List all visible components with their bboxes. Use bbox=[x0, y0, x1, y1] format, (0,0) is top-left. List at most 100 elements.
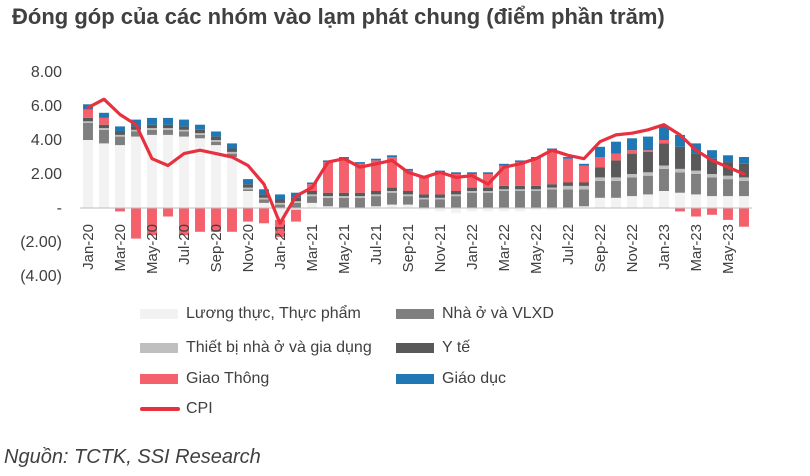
bar-segment bbox=[355, 163, 365, 193]
bar-segment bbox=[243, 179, 253, 185]
bar-segment bbox=[323, 192, 333, 197]
bar-segment bbox=[739, 163, 749, 178]
bar-segment bbox=[83, 117, 93, 122]
bar-segment bbox=[99, 128, 109, 130]
bar-segment bbox=[307, 196, 317, 203]
bar-segment bbox=[531, 191, 541, 208]
bar-segment bbox=[163, 124, 173, 129]
legend-label: Giao Thông bbox=[186, 370, 270, 387]
bar-segment bbox=[739, 180, 749, 197]
bar-segment bbox=[627, 138, 637, 151]
bar-segment bbox=[227, 157, 237, 208]
bar-segment bbox=[467, 174, 477, 188]
bar-segment bbox=[115, 145, 125, 208]
x-tick-label: Jan-22 bbox=[464, 224, 481, 270]
bar-segment bbox=[147, 117, 157, 125]
bar-segment bbox=[195, 134, 205, 139]
bar-segment bbox=[211, 136, 221, 140]
bar-segment bbox=[99, 112, 109, 118]
y-tick-label: 4.00 bbox=[31, 132, 62, 149]
bar-segment bbox=[611, 180, 621, 198]
legend-label: Thiết bị nhà ở và gia dụng bbox=[186, 339, 372, 356]
bar-segment bbox=[643, 175, 653, 195]
bar-segment bbox=[707, 196, 717, 208]
bar-segment bbox=[339, 196, 349, 198]
bar-segment bbox=[387, 191, 397, 193]
bar-segment bbox=[131, 208, 141, 239]
bar-segment bbox=[243, 208, 253, 222]
bar-segment bbox=[307, 194, 317, 197]
y-tick-label: 8.00 bbox=[31, 64, 62, 81]
bar-segment bbox=[611, 141, 621, 154]
bar-segment bbox=[99, 117, 109, 125]
bar-segment bbox=[451, 191, 461, 195]
bar-segment bbox=[659, 126, 669, 140]
legend-swatch bbox=[396, 343, 434, 353]
bar-segment bbox=[323, 206, 333, 208]
bar-segment bbox=[275, 199, 285, 203]
bar-segment bbox=[179, 131, 189, 137]
bar-segment bbox=[563, 185, 573, 190]
bar-segment bbox=[595, 197, 605, 208]
bar-segment bbox=[179, 126, 189, 130]
bar-segment bbox=[483, 192, 493, 208]
bar-segment bbox=[435, 194, 445, 198]
bar-segment bbox=[675, 134, 685, 147]
legend-swatch bbox=[140, 343, 178, 353]
bar-segment bbox=[419, 208, 429, 210]
bar-segment bbox=[99, 124, 109, 129]
x-tick-label: May-22 bbox=[528, 224, 545, 274]
x-tick-label: Mar-21 bbox=[304, 224, 321, 272]
y-axis-ticks: 8.00 6.00 4.00 2.00 - (2.00) (4.00) bbox=[20, 64, 62, 285]
bar-segment bbox=[259, 208, 269, 224]
bar-segment bbox=[451, 196, 461, 208]
bar-segment bbox=[115, 134, 125, 137]
bar-segment bbox=[371, 191, 381, 195]
bar-segment bbox=[547, 187, 557, 190]
bar-segment bbox=[259, 189, 269, 195]
bar-segment bbox=[563, 189, 573, 208]
bar-segment bbox=[131, 131, 141, 137]
bar-segment bbox=[115, 208, 125, 212]
legend-item: Giao Thông bbox=[140, 368, 269, 390]
bar-segment bbox=[419, 194, 429, 198]
bar-segment bbox=[243, 189, 253, 191]
bar-segment bbox=[499, 189, 509, 191]
bar-segment bbox=[275, 194, 285, 200]
bar-segment bbox=[467, 208, 477, 212]
bar-segment bbox=[451, 194, 461, 197]
bar-segment bbox=[627, 150, 637, 154]
bar-segment bbox=[643, 194, 653, 208]
bar-segment bbox=[403, 168, 413, 171]
x-tick-label: Jan-21 bbox=[272, 224, 289, 270]
bar-segment bbox=[115, 126, 125, 132]
bar-segment bbox=[387, 204, 397, 208]
bar-segment bbox=[227, 148, 237, 152]
x-tick-label: May-21 bbox=[336, 224, 353, 274]
bar-segment bbox=[355, 196, 365, 198]
bar-segment bbox=[675, 192, 685, 208]
bar-segment bbox=[707, 150, 717, 159]
bar-segment bbox=[531, 185, 541, 190]
bar-segment bbox=[435, 172, 445, 195]
bar-segment bbox=[179, 129, 189, 132]
bar-segment bbox=[227, 153, 237, 157]
bar-segment bbox=[483, 174, 493, 188]
bar-segment bbox=[195, 138, 205, 208]
x-tick-label: Jul-20 bbox=[176, 224, 193, 265]
bar-segment bbox=[259, 197, 269, 200]
bar-segment bbox=[387, 192, 397, 205]
bar-segment bbox=[723, 175, 733, 180]
bar-segment bbox=[739, 208, 749, 227]
bar-segment bbox=[259, 202, 269, 208]
bar-segment bbox=[739, 196, 749, 208]
bar-segment bbox=[563, 158, 573, 183]
x-tick-label: Jan-23 bbox=[656, 224, 673, 270]
bar-segment bbox=[115, 136, 125, 146]
bar-segment bbox=[691, 194, 701, 208]
bar-segment bbox=[675, 146, 685, 169]
legend-swatch bbox=[140, 374, 178, 384]
bar-segment bbox=[147, 129, 157, 135]
bar-segment bbox=[179, 119, 189, 127]
bar-segment bbox=[611, 177, 621, 181]
